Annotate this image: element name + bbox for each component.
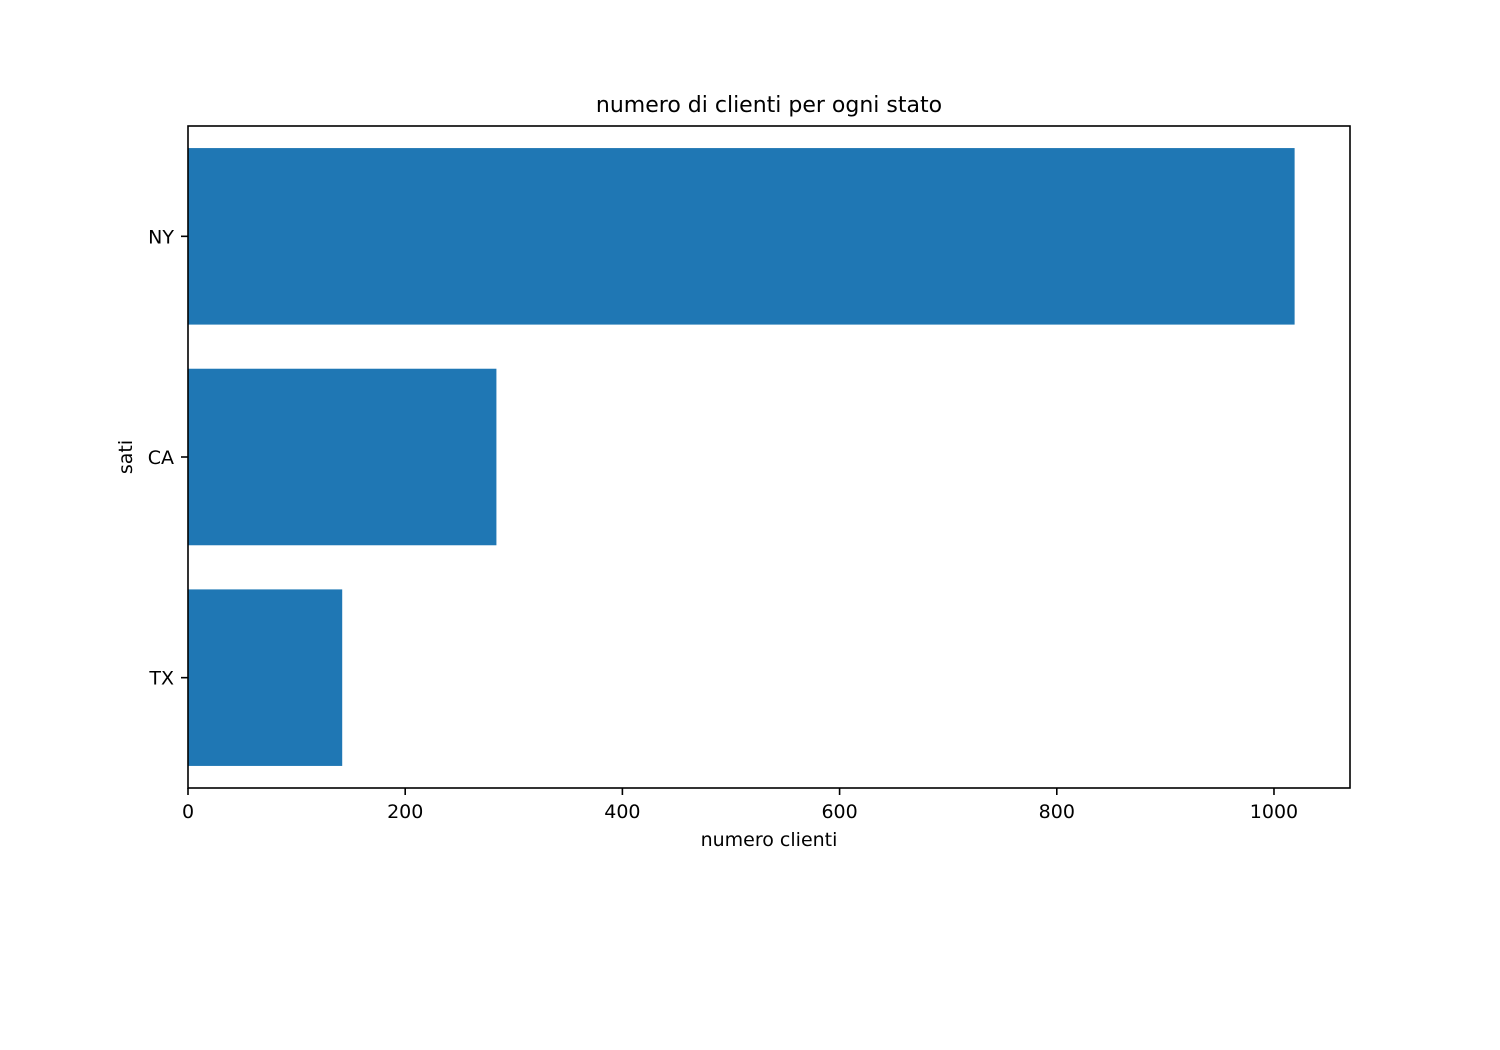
- bar-ca: [188, 368, 497, 546]
- y-axis-ticks: NY CA TX: [148, 226, 188, 690]
- x-tick-label: 200: [387, 801, 423, 823]
- plot-area-frame: [187, 125, 1351, 789]
- x-axis-label: numero clienti: [701, 829, 838, 851]
- bar-ny: [188, 148, 1295, 325]
- x-tick-label: 600: [821, 801, 857, 823]
- y-tick-label: CA: [148, 447, 174, 469]
- chart-title: numero di clienti per ogni stato: [596, 93, 942, 118]
- y-axis-label: sati: [115, 440, 137, 474]
- bar-tx: [188, 589, 343, 766]
- x-tick-label: 1000: [1250, 801, 1298, 823]
- x-tick-label: 800: [1039, 801, 1075, 823]
- y-tick-label: NY: [148, 226, 174, 248]
- bars-group: [188, 148, 1295, 766]
- y-tick-label: TX: [148, 668, 174, 690]
- x-axis-ticks: 0 200 400 600 800 1000: [182, 788, 1298, 823]
- x-tick-label: 0: [182, 801, 194, 823]
- x-tick-label: 400: [604, 801, 640, 823]
